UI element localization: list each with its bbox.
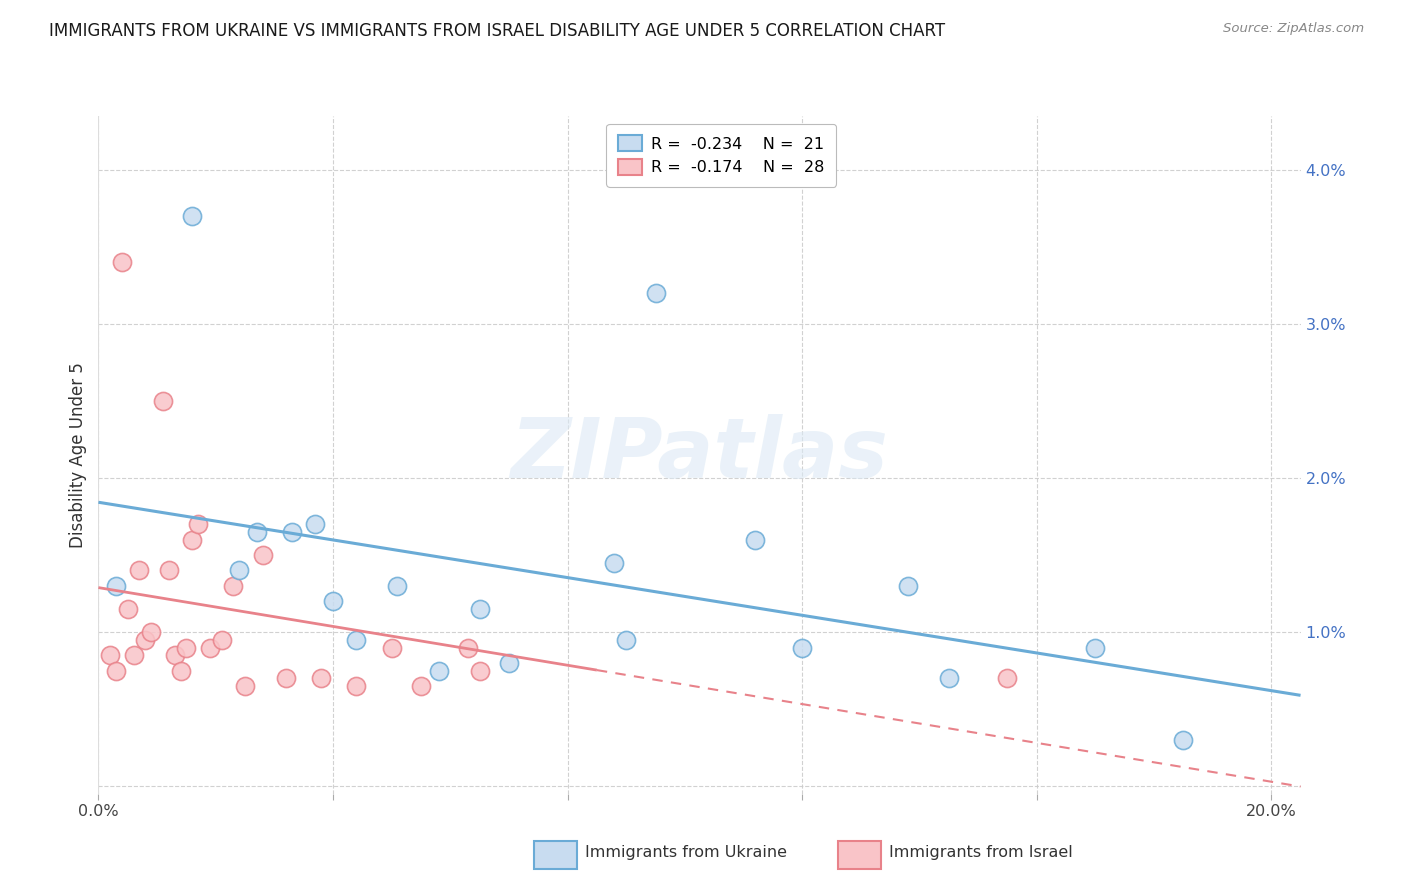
Point xyxy=(105,664,128,678)
Point xyxy=(897,579,920,593)
Point xyxy=(1173,733,1195,747)
Point xyxy=(98,648,121,663)
Point xyxy=(233,679,256,693)
Point xyxy=(346,632,368,647)
Text: Immigrants from Israel: Immigrants from Israel xyxy=(889,846,1073,861)
Point xyxy=(381,640,404,655)
Point xyxy=(228,564,250,578)
Point xyxy=(274,671,297,685)
Point xyxy=(211,632,233,647)
Text: Source: ZipAtlas.com: Source: ZipAtlas.com xyxy=(1223,22,1364,36)
FancyBboxPatch shape xyxy=(838,841,880,869)
Point xyxy=(387,579,409,593)
Point xyxy=(304,517,326,532)
Point xyxy=(309,671,332,685)
Point xyxy=(1084,640,1107,655)
Text: Immigrants from Ukraine: Immigrants from Ukraine xyxy=(585,846,787,861)
Point xyxy=(790,640,813,655)
Text: IMMIGRANTS FROM UKRAINE VS IMMIGRANTS FROM ISRAEL DISABILITY AGE UNDER 5 CORRELA: IMMIGRANTS FROM UKRAINE VS IMMIGRANTS FR… xyxy=(49,22,945,40)
Point xyxy=(222,579,245,593)
Point xyxy=(181,209,204,223)
Point xyxy=(157,564,180,578)
Point xyxy=(111,255,134,269)
Point xyxy=(457,640,479,655)
Point xyxy=(281,524,304,539)
Text: ZIPatlas: ZIPatlas xyxy=(510,415,889,495)
Point xyxy=(246,524,269,539)
Point xyxy=(141,625,163,640)
Legend: R =  -0.234    N =  21, R =  -0.174    N =  28: R = -0.234 N = 21, R = -0.174 N = 28 xyxy=(606,124,835,186)
Point xyxy=(468,664,491,678)
Point xyxy=(322,594,344,608)
Point xyxy=(152,394,174,409)
Point xyxy=(603,556,626,570)
Point xyxy=(181,533,204,547)
Point xyxy=(128,564,150,578)
Point xyxy=(122,648,145,663)
Point xyxy=(176,640,198,655)
Point xyxy=(938,671,960,685)
Point xyxy=(427,664,450,678)
Point xyxy=(346,679,368,693)
Point xyxy=(409,679,432,693)
Point xyxy=(468,602,491,616)
Point xyxy=(498,656,520,670)
Point xyxy=(163,648,186,663)
Point xyxy=(105,579,128,593)
Y-axis label: Disability Age Under 5: Disability Age Under 5 xyxy=(69,362,87,548)
Point xyxy=(187,517,209,532)
Point xyxy=(744,533,766,547)
FancyBboxPatch shape xyxy=(534,841,576,869)
Point xyxy=(134,632,156,647)
Point xyxy=(252,548,274,562)
Point xyxy=(169,664,191,678)
Point xyxy=(995,671,1018,685)
Point xyxy=(644,286,666,301)
Point xyxy=(117,602,139,616)
Point xyxy=(614,632,637,647)
Point xyxy=(198,640,221,655)
